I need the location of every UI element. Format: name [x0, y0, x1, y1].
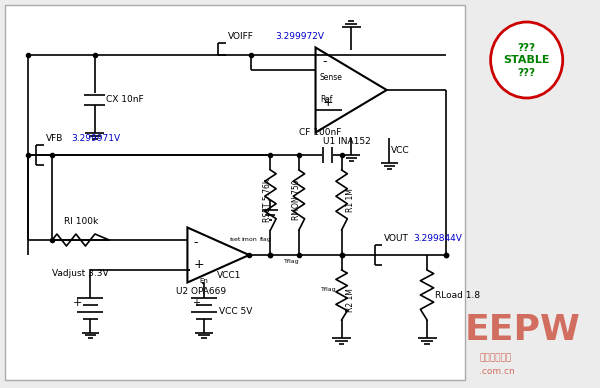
Text: Ref: Ref: [320, 95, 332, 104]
Text: -: -: [194, 237, 198, 249]
Text: RI 100k: RI 100k: [64, 217, 98, 226]
Text: RLoad 1.8: RLoad 1.8: [434, 291, 480, 300]
Bar: [5, 5, 465, 380]
Text: ???: ???: [518, 68, 536, 78]
Text: 3.299972V: 3.299972V: [275, 32, 324, 41]
Circle shape: [491, 22, 563, 98]
Text: U2 OPA669: U2 OPA669: [176, 286, 226, 296]
Text: +: +: [192, 298, 200, 308]
Text: CX 10nF: CX 10nF: [106, 95, 144, 104]
Text: VFB: VFB: [46, 134, 63, 143]
Text: flag: flag: [260, 237, 272, 242]
Text: RSET 5.76k: RSET 5.76k: [263, 178, 272, 222]
Text: imon: imon: [242, 237, 257, 242]
Text: VCC 5V: VCC 5V: [219, 308, 253, 317]
Text: +: +: [194, 258, 204, 272]
Text: 电子产品世界: 电子产品世界: [479, 353, 511, 362]
Text: +: +: [323, 95, 333, 109]
Text: 3.299971V: 3.299971V: [71, 134, 120, 143]
Text: En: En: [199, 278, 208, 284]
Text: iset: iset: [230, 237, 241, 242]
Text: EEPW: EEPW: [465, 313, 581, 347]
Text: +: +: [73, 298, 82, 308]
Text: VCC: VCC: [391, 146, 410, 155]
Text: U1 INA152: U1 INA152: [323, 137, 370, 147]
Text: VCC1: VCC1: [217, 271, 242, 280]
Text: Tflag: Tflag: [284, 259, 300, 264]
Text: VOUT: VOUT: [385, 234, 409, 243]
Text: ???: ???: [518, 43, 536, 53]
Text: VOIFF: VOIFF: [228, 32, 254, 41]
Text: -: -: [323, 55, 327, 69]
Text: Tflag: Tflag: [321, 288, 337, 293]
Text: Vadjust 3.3V: Vadjust 3.3V: [52, 269, 109, 278]
Text: RMON 750: RMON 750: [292, 180, 301, 220]
Text: R1 1M: R1 1M: [346, 188, 355, 212]
Text: Sense: Sense: [320, 73, 343, 83]
Text: STABLE: STABLE: [503, 55, 550, 65]
Text: .com.cn: .com.cn: [479, 367, 515, 376]
Text: 3.299844V: 3.299844V: [413, 234, 461, 243]
Text: R2 1M: R2 1M: [346, 288, 355, 312]
Text: CF 100nF: CF 100nF: [299, 128, 341, 137]
